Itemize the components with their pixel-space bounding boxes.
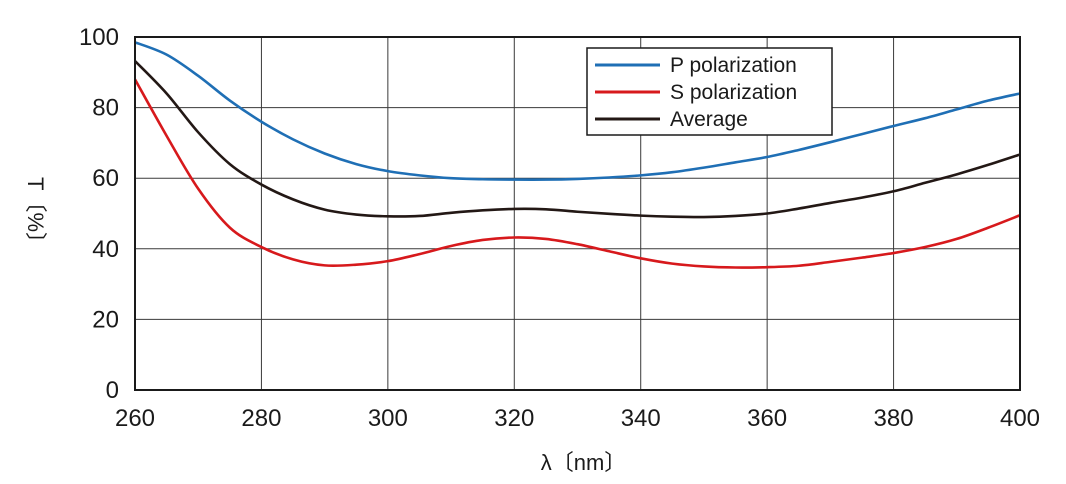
series-line-3: [134, 60, 1021, 219]
legend-label: S polarization: [670, 81, 797, 104]
x-tick-label: 260: [115, 405, 155, 432]
x-tick-label: 360: [747, 405, 787, 432]
x-tick-label: 400: [1000, 405, 1040, 432]
x-tick-label: 340: [621, 405, 661, 432]
series-line-1: [134, 41, 1021, 181]
y-tick-label: 40: [92, 236, 119, 263]
y-tick-label: 0: [106, 377, 119, 404]
y-tick-label: 20: [92, 306, 119, 333]
series-lines: [133, 41, 1021, 269]
x-tick-label: 320: [494, 405, 534, 432]
x-tick-label: 300: [368, 405, 408, 432]
y-tick-labels: 0 20 40 60 80 100: [79, 24, 119, 404]
grid: [134, 36, 1021, 391]
x-axis-label: λ〔nm〕: [541, 450, 627, 475]
y-tick-label: 100: [79, 24, 119, 51]
y-axis-label: T〔%〕: [23, 177, 48, 254]
plot-frame: [134, 36, 1021, 391]
x-tick-label: 380: [874, 405, 914, 432]
y-tick-label: 80: [92, 95, 119, 122]
series-line-2: [133, 78, 1021, 269]
legend-label: P polarization: [670, 54, 797, 77]
legend-label: Average: [670, 108, 748, 131]
y-tick-label: 60: [92, 165, 119, 192]
x-tick-labels: 260 280 300 320 340 360 380 400: [115, 405, 1040, 432]
legend: P polarization S polarization Average: [586, 47, 833, 136]
x-tick-label: 280: [241, 405, 281, 432]
